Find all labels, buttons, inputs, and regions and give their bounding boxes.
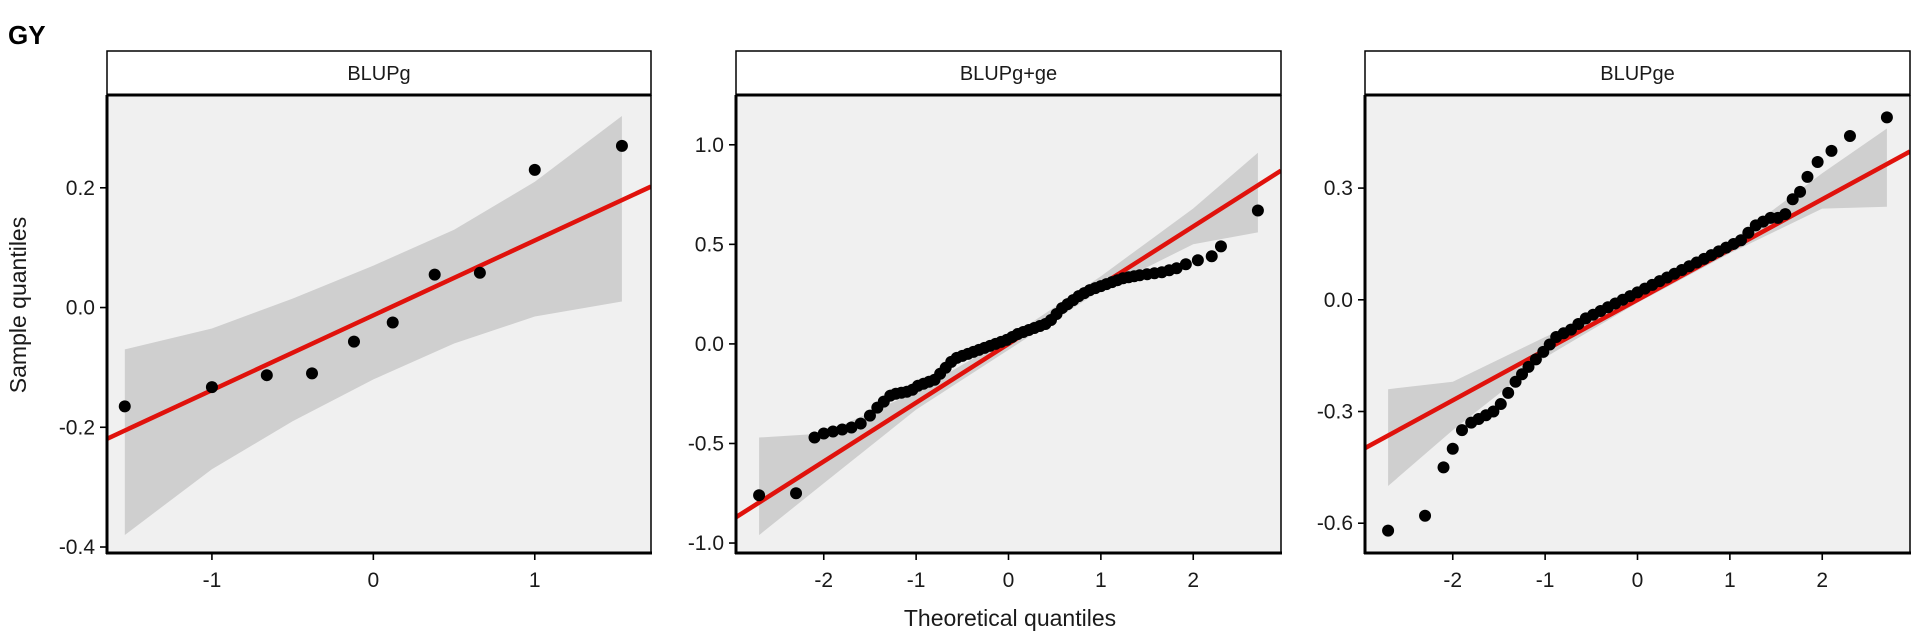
x-tick-label: -2 bbox=[814, 569, 833, 592]
y-tick-label: 0.5 bbox=[695, 233, 724, 256]
data-point bbox=[528, 163, 541, 176]
data-point bbox=[205, 381, 218, 394]
facet-strip bbox=[735, 50, 1282, 96]
x-tick-label: -1 bbox=[907, 569, 926, 592]
data-point bbox=[1522, 360, 1535, 373]
y-tick-label: -0.6 bbox=[1317, 512, 1353, 535]
data-point bbox=[790, 487, 803, 500]
data-point bbox=[1170, 262, 1183, 275]
data-point bbox=[615, 139, 628, 152]
data-point bbox=[1382, 524, 1395, 537]
panels-group: BLUPg -1 0 1 -0.4 -0.2 0.0 0.2 BLUPg+ge -2 -1 0 1 2 -1… bbox=[59, 50, 1911, 592]
data-point bbox=[845, 421, 858, 434]
confidence-band bbox=[124, 116, 622, 535]
data-point bbox=[808, 431, 821, 444]
y-tick-label: 0.2 bbox=[66, 177, 95, 200]
data-point bbox=[1811, 156, 1824, 169]
panel-plot-area bbox=[1365, 111, 1910, 537]
data-point bbox=[1786, 193, 1799, 206]
data-point bbox=[1502, 386, 1515, 399]
data-point bbox=[1455, 424, 1468, 437]
reference-line bbox=[1365, 149, 1910, 451]
data-point bbox=[473, 266, 486, 279]
facet-strip-label: BLUPg bbox=[347, 63, 410, 85]
y-tick-label: -1.0 bbox=[688, 532, 724, 555]
data-point bbox=[1529, 353, 1542, 366]
y-tick-label: 0.0 bbox=[695, 333, 724, 356]
x-tick-label: 1 bbox=[1724, 569, 1736, 592]
data-point bbox=[1191, 254, 1204, 267]
facet-strip-label: BLUPge bbox=[1600, 63, 1675, 85]
data-point bbox=[1880, 111, 1893, 124]
x-tick-label: 1 bbox=[1095, 569, 1107, 592]
panel-plot-area bbox=[107, 116, 651, 535]
data-point bbox=[863, 409, 876, 422]
y-tick-label: -0.4 bbox=[59, 536, 96, 559]
data-point bbox=[1487, 405, 1500, 418]
data-point bbox=[1794, 185, 1807, 198]
data-point bbox=[1779, 208, 1792, 221]
data-point bbox=[306, 367, 319, 380]
data-point bbox=[1179, 258, 1192, 271]
data-point bbox=[836, 423, 849, 436]
x-tick-label: 2 bbox=[1816, 569, 1828, 592]
data-point bbox=[386, 316, 399, 329]
data-point bbox=[1843, 129, 1856, 142]
data-point bbox=[1437, 461, 1450, 474]
data-point bbox=[1214, 240, 1227, 253]
data-point bbox=[1734, 234, 1747, 247]
y-tick-label: 0.0 bbox=[66, 297, 95, 320]
data-point bbox=[1419, 509, 1432, 522]
x-axis-title: Theoretical quantiles bbox=[904, 605, 1116, 631]
x-tick-label: 0 bbox=[1632, 569, 1644, 592]
x-tick-label: 1 bbox=[529, 569, 541, 592]
data-point bbox=[1446, 442, 1459, 455]
data-point bbox=[817, 427, 830, 440]
y-axis-title: Sample quantiles bbox=[5, 217, 31, 393]
data-point bbox=[1494, 398, 1507, 411]
y-tick-label: -0.3 bbox=[1317, 401, 1353, 424]
data-point bbox=[1801, 170, 1814, 183]
facet-strip bbox=[1364, 50, 1911, 96]
panel-2: BLUPg+ge -2 -1 0 1 2 -1.0 -0.5 0.0 0.5 1.0 bbox=[688, 50, 1282, 592]
x-tick-label: -2 bbox=[1443, 569, 1462, 592]
facet-strip-label: BLUPg+ge bbox=[960, 63, 1057, 85]
data-point bbox=[753, 489, 766, 502]
panel-background bbox=[1365, 95, 1910, 553]
data-point bbox=[428, 268, 441, 281]
data-point bbox=[347, 335, 360, 348]
y-tick-label: 0.0 bbox=[1324, 289, 1353, 312]
y-tick-label: 1.0 bbox=[695, 134, 724, 157]
data-point bbox=[1742, 226, 1755, 239]
data-point bbox=[1825, 144, 1838, 157]
confidence-band bbox=[1388, 128, 1887, 486]
x-tick-label: 2 bbox=[1187, 569, 1199, 592]
x-tick-label: 0 bbox=[1003, 569, 1015, 592]
data-point bbox=[826, 425, 839, 438]
panel-3: BLUPge -2 -1 0 1 2 -0.6 -0.3 0.0 0.3 bbox=[1317, 50, 1911, 592]
y-tick-label: -0.2 bbox=[59, 416, 95, 439]
x-tick-label: 0 bbox=[368, 569, 380, 592]
x-tick-label: -1 bbox=[203, 569, 222, 592]
data-point bbox=[1251, 204, 1264, 217]
data-point bbox=[854, 417, 867, 430]
data-point bbox=[118, 400, 131, 413]
y-tick-label: 0.3 bbox=[1324, 177, 1353, 200]
data-point bbox=[260, 369, 273, 382]
facet-strip bbox=[106, 50, 652, 96]
reference-line bbox=[107, 184, 651, 441]
y-tick-label: -0.5 bbox=[688, 432, 724, 455]
panel-1: BLUPg -1 0 1 -0.4 -0.2 0.0 0.2 bbox=[59, 50, 652, 592]
figure-title: GY bbox=[8, 20, 46, 50]
panel-plot-area bbox=[736, 152, 1281, 536]
x-tick-label: -1 bbox=[1536, 569, 1555, 592]
data-point bbox=[1205, 250, 1218, 263]
